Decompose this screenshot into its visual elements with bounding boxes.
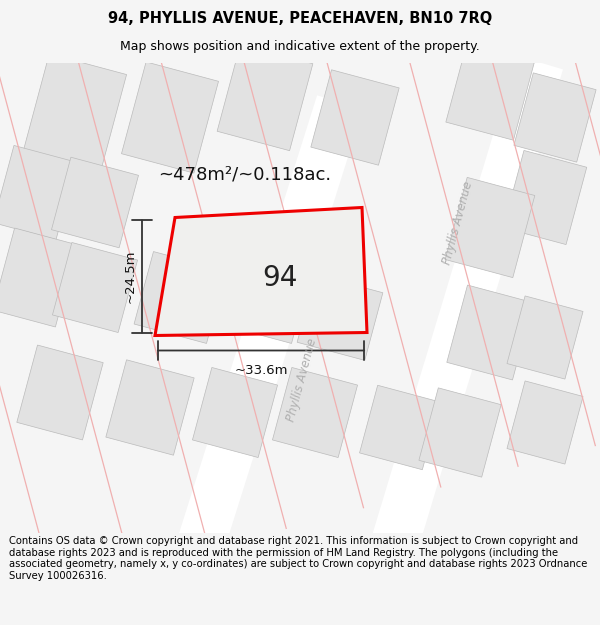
Polygon shape bbox=[445, 177, 535, 278]
Polygon shape bbox=[514, 73, 596, 162]
Polygon shape bbox=[17, 345, 103, 440]
Text: 94: 94 bbox=[262, 264, 298, 292]
Polygon shape bbox=[272, 368, 358, 458]
Polygon shape bbox=[0, 228, 77, 327]
Polygon shape bbox=[507, 296, 583, 379]
Polygon shape bbox=[503, 151, 587, 244]
Polygon shape bbox=[106, 360, 194, 455]
Polygon shape bbox=[121, 62, 218, 173]
Polygon shape bbox=[23, 54, 127, 171]
Polygon shape bbox=[297, 274, 383, 361]
Polygon shape bbox=[447, 285, 533, 380]
Polygon shape bbox=[134, 252, 226, 343]
Polygon shape bbox=[52, 242, 137, 332]
Polygon shape bbox=[359, 385, 440, 470]
Polygon shape bbox=[372, 56, 563, 549]
Polygon shape bbox=[507, 381, 583, 464]
Text: ~24.5m: ~24.5m bbox=[124, 250, 137, 303]
Polygon shape bbox=[52, 158, 139, 248]
Polygon shape bbox=[217, 44, 313, 151]
Polygon shape bbox=[172, 95, 363, 570]
Polygon shape bbox=[311, 70, 399, 165]
Polygon shape bbox=[419, 388, 501, 477]
Text: Map shows position and indicative extent of the property.: Map shows position and indicative extent… bbox=[120, 41, 480, 53]
Text: 94, PHYLLIS AVENUE, PEACEHAVEN, BN10 7RQ: 94, PHYLLIS AVENUE, PEACEHAVEN, BN10 7RQ bbox=[108, 11, 492, 26]
Polygon shape bbox=[155, 208, 367, 336]
Text: Contains OS data © Crown copyright and database right 2021. This information is : Contains OS data © Crown copyright and d… bbox=[9, 536, 587, 581]
Polygon shape bbox=[446, 45, 534, 140]
Polygon shape bbox=[0, 146, 77, 239]
Text: ~33.6m: ~33.6m bbox=[234, 364, 288, 378]
Text: ~478m²/~0.118ac.: ~478m²/~0.118ac. bbox=[158, 166, 332, 184]
Polygon shape bbox=[193, 368, 278, 458]
Polygon shape bbox=[219, 252, 311, 343]
Text: Phyllis Avenue: Phyllis Avenue bbox=[284, 336, 319, 422]
Text: Phyllis Avenue: Phyllis Avenue bbox=[440, 179, 475, 266]
